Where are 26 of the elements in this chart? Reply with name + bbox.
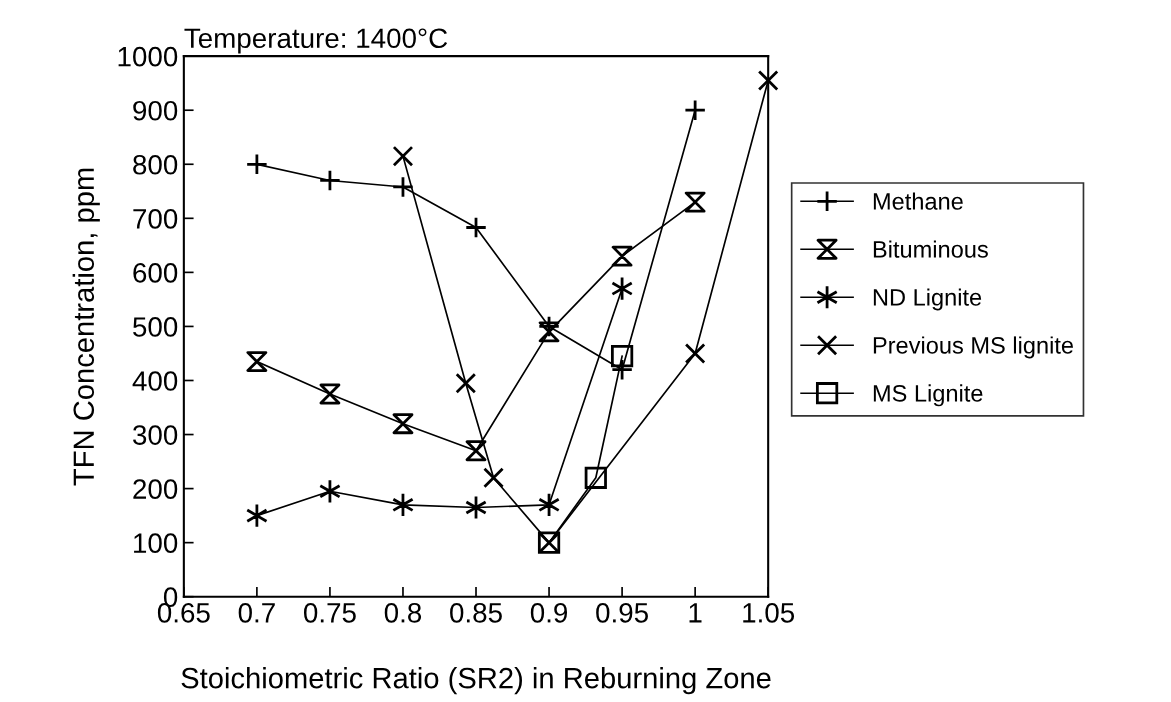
x-tick-label: 0.95 — [596, 602, 648, 623]
x-tick-label: 0.85 — [450, 602, 502, 623]
x-tick-label: 1.05 — [743, 602, 795, 623]
x-tick-label: 0.75 — [303, 602, 356, 623]
y-tick-label: 700 — [133, 208, 178, 229]
y-tick-label: 400 — [132, 371, 178, 391]
y-tick-label: 200 — [133, 479, 178, 499]
legend-label: ND Lignite — [873, 288, 982, 311]
y-tick-label: 500 — [133, 317, 178, 337]
y-tick-label: 800 — [133, 154, 178, 175]
legend-label: Methane — [873, 192, 963, 210]
legend-label: Bituminous — [873, 240, 988, 258]
x-tick-label: 1 — [689, 603, 702, 623]
x-axis-title: Stoichiometric Ratio (SR2) in Reburning Zone — [181, 667, 771, 695]
y-tick-label: 300 — [133, 425, 178, 445]
y-axis-title: TFN Concentration, ppm — [72, 168, 100, 486]
y-tick-label: 900 — [133, 100, 178, 121]
chart-title: Temperature: 1400°C — [184, 28, 448, 54]
y-tick-label: 1000 — [118, 46, 178, 67]
x-tick-label: 0.8 — [384, 602, 422, 623]
x-tick-label: 0.7 — [238, 602, 275, 623]
x-tick-label: 0.9 — [530, 602, 568, 623]
y-tick-label: 600 — [133, 263, 178, 283]
legend-label: Previous MS lignite — [873, 336, 1073, 359]
legend-label: MS Lignite — [873, 384, 983, 407]
y-tick-label: 100 — [134, 533, 178, 553]
